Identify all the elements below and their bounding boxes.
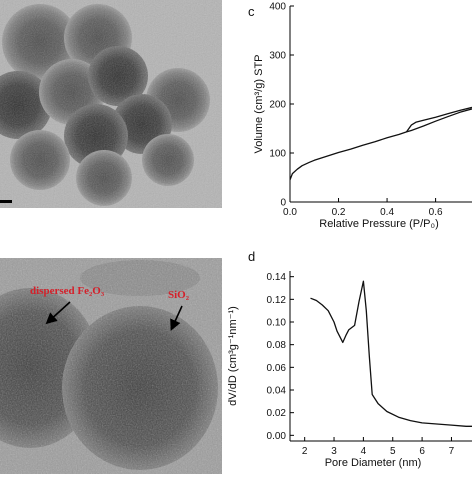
x-tick-label: 2 <box>302 446 308 457</box>
x-axis-label: Relative Pressure (P/P₀) <box>319 218 439 230</box>
y-tick-label: 300 <box>269 51 286 62</box>
y-tick-label: 0.00 <box>267 431 287 442</box>
x-tick-label: 0.4 <box>380 207 394 218</box>
y-tick-label: 0.06 <box>267 363 287 374</box>
chart-pore-distribution-svg: d 0.00 0.02 0.04 0.06 0.08 0.10 0.12 0.14 2 3 4 5 6 7 P… <box>227 249 472 469</box>
y-axis-label: Volume (cm³/g) STP <box>253 54 265 153</box>
y-tick-label: 0.08 <box>267 340 287 351</box>
tem-image-b: dispersed Fe₂O₃ SiO₂ <box>0 258 222 474</box>
tem-micrograph-b: dispersed Fe₂O₃ SiO₂ <box>0 258 222 474</box>
y-axis-label: dV/dD (cm³g⁻¹nm⁻¹) <box>227 306 239 406</box>
y-tick-label: 0 <box>280 198 286 209</box>
chart-isotherm: c 0 100 200 300 400 0.0 0.2 0.4 0.6 Relative Press… <box>222 0 474 237</box>
panel-label: d <box>248 249 255 264</box>
x-tick-label: 0.0 <box>283 207 297 218</box>
y-tick-label: 0.12 <box>267 295 287 306</box>
x-tick-label: 6 <box>419 446 425 457</box>
x-tick-label: 0.6 <box>429 207 443 218</box>
series-line-1 <box>290 108 472 181</box>
tem-micrograph-a <box>0 0 222 208</box>
y-tick-label: 0.02 <box>267 408 287 419</box>
x-tick-label: 4 <box>361 446 367 457</box>
scale-bar <box>0 200 12 203</box>
x-axis-label: Pore Diameter (nm) <box>325 457 422 469</box>
chart-pore-distribution: d 0.00 0.02 0.04 0.06 0.08 0.10 0.12 0.14 2 3 4 5 6 7 P… <box>222 237 474 474</box>
tem-image-a <box>0 0 222 208</box>
y-tick-label: 0.10 <box>267 318 287 329</box>
x-tick-label: 0.2 <box>332 207 346 218</box>
y-tick-label: 200 <box>269 100 286 111</box>
annotation-dispersed-fe2o3: dispersed Fe₂O₃ <box>30 285 105 297</box>
annotation-sio2: SiO₂ <box>168 289 190 301</box>
series-line-2 <box>405 106 472 133</box>
x-tick-label: 3 <box>331 446 337 457</box>
x-tick-label: 7 <box>449 446 455 457</box>
panel-label: c <box>248 4 255 19</box>
y-tick-label: 0.14 <box>267 272 287 283</box>
y-tick-label: 400 <box>269 2 286 13</box>
y-tick-label: 0.04 <box>267 386 287 397</box>
series-line-1 <box>310 280 472 427</box>
y-tick-label: 100 <box>269 149 286 160</box>
x-tick-label: 5 <box>390 446 396 457</box>
